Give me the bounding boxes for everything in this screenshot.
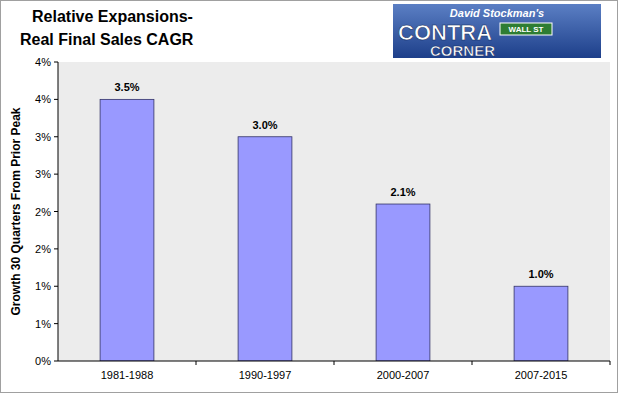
bars [100,99,568,361]
y-tick-label: 4% [35,56,51,68]
data-label: 2.1% [390,186,415,198]
logo-text: WALL ST [509,25,544,34]
y-tick-label: 3% [35,168,51,180]
logo-bg [393,4,601,58]
title-line: Relative Expansions- [32,8,193,25]
y-tick-label: 0% [35,355,51,367]
bar [238,137,292,361]
x-tick-label: 2007-2015 [515,369,568,381]
y-axis-label: Growth 30 Quarters From Prior Peak [9,107,23,315]
x-tick [610,361,611,365]
y-tick [54,99,58,100]
y-tick [54,361,58,362]
y-tick [54,174,58,175]
y-tick-label: 4% [35,93,51,105]
data-label: 3.0% [252,119,277,131]
y-tick [54,286,58,287]
y-tick-label: 1% [35,318,51,330]
data-label: 1.0% [528,268,553,280]
y-tick [54,136,58,137]
logo-text: CORNER [430,42,495,59]
x-tick-label: 1990-1997 [239,369,292,381]
y-axis [58,62,59,361]
y-tick-label: 2% [35,206,51,218]
y-tick [54,62,58,63]
x-tick-label: 1981-1988 [101,369,154,381]
y-tick-label: 1% [35,280,51,292]
plot-area [58,62,610,361]
chart-frame [1,1,618,393]
chart: Relative Expansions- Real Final Sales CAG… [0,0,621,394]
y-tick [54,323,58,324]
y-tick [54,248,58,249]
title: Relative Expansions- Real Final Sales CAG… [20,8,194,48]
title-line: Real Final Sales CAGR [20,31,194,48]
data-label: 3.5% [114,81,139,93]
bar [376,204,430,361]
logo-text: David Stockman's [450,7,544,19]
y-tick [54,211,58,212]
x-tick [196,361,197,365]
bar [514,286,568,361]
street-sign [500,23,552,35]
x-tick [472,361,473,365]
logo: David Stockman'sCONTRAWALL STCORNER [393,4,601,59]
chart-root: Relative Expansions- Real Final Sales CAG… [0,0,621,394]
y-tick-label: 3% [35,131,51,143]
x-tick-label: 2000-2007 [377,369,430,381]
bar [100,99,154,361]
y-tick-label: 2% [35,243,51,255]
x-tick [334,361,335,365]
